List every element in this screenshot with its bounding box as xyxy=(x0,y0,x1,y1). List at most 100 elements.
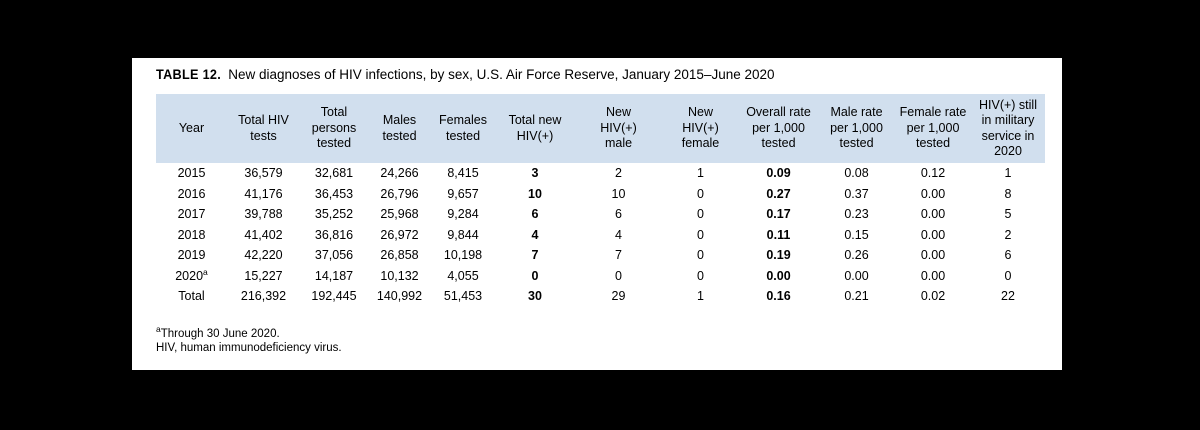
table-row: 2016 41,176 36,453 26,796 9,657 10 10 0 0.27 0.37… xyxy=(156,184,1045,205)
value-cell: 0.12 xyxy=(920,166,946,180)
value-cell: 0.00 xyxy=(920,227,946,242)
value-cell: 5 xyxy=(1004,207,1012,221)
table-row: 2018 41,402 36,816 26,972 9,844 4 4 0 0.11 0.15 0.… xyxy=(156,225,1045,246)
value-cell: 10 xyxy=(611,186,626,201)
column-header: Females tested xyxy=(431,94,495,163)
footnotes: aThrough 30 June 2020. HIV, human immunod… xyxy=(156,323,1045,356)
table-title: TABLE 12. New diagnoses of HIV infections… xyxy=(156,66,1045,83)
value-cell: 41,402 xyxy=(244,227,283,242)
value-cell: 4,055 xyxy=(447,268,479,283)
value-cell: 15,227 xyxy=(244,268,283,283)
year-cell: 2016 xyxy=(177,186,206,201)
column-header: Total persons tested xyxy=(300,94,368,163)
value-cell: 1 xyxy=(697,166,704,180)
value-cell: 26,796 xyxy=(380,186,419,201)
value-cell: 0.11 xyxy=(766,227,791,242)
value-cell: 0.21 xyxy=(844,289,869,303)
value-cell: 0.08 xyxy=(844,166,869,180)
value-cell: 1 xyxy=(697,289,704,303)
value-cell: 51,453 xyxy=(443,289,483,303)
value-cell: 7 xyxy=(531,248,539,262)
column-header: Overall rate per 1,000 tested xyxy=(739,94,818,163)
value-cell: 24,266 xyxy=(380,166,419,180)
value-cell: 0.16 xyxy=(766,289,791,303)
value-cell: 0.00 xyxy=(920,248,946,262)
value-cell: 3 xyxy=(531,166,539,180)
value-cell: 2 xyxy=(615,166,622,180)
footnote-marker: a xyxy=(203,266,208,277)
value-cell: 41,176 xyxy=(244,186,283,201)
value-cell: 0 xyxy=(531,268,539,283)
value-cell: 9,844 xyxy=(447,227,479,242)
value-cell: 22 xyxy=(1001,289,1015,303)
table-row: 2020a 15,227 14,187 10,132 4,055 0 0 0 0.00 0.00 0… xyxy=(156,266,1045,287)
year-cell: 2018 xyxy=(177,227,206,242)
value-cell: 0.37 xyxy=(844,186,869,201)
column-header: Total HIV tests xyxy=(227,94,300,163)
value-cell: 0.26 xyxy=(844,248,869,262)
value-cell: 37,056 xyxy=(314,248,354,262)
column-header: Males tested xyxy=(368,94,431,163)
value-cell: 0 xyxy=(697,186,704,201)
column-header: Male rate per 1,000 tested xyxy=(818,94,895,163)
value-cell: 4 xyxy=(615,227,622,242)
table-number-label: TABLE 12. xyxy=(156,67,222,82)
value-cell: 9,657 xyxy=(447,186,479,201)
table-caption-text: New diagnoses of HIV infections, by sex,… xyxy=(228,67,775,82)
value-cell: 36,816 xyxy=(314,227,354,242)
value-cell: 26,858 xyxy=(380,248,419,262)
document-panel: TABLE 12. New diagnoses of HIV infections… xyxy=(132,58,1062,370)
value-cell: 1 xyxy=(1004,166,1012,180)
year-cell: 2019 xyxy=(177,248,206,262)
column-header: New HIV(+) female xyxy=(662,94,739,163)
value-cell: 26,972 xyxy=(380,227,419,242)
value-cell: 0 xyxy=(1004,268,1012,283)
value-cell: 10,132 xyxy=(380,268,419,283)
value-cell: 0.23 xyxy=(844,207,869,221)
value-cell: 8 xyxy=(1004,186,1012,201)
value-cell: 6 xyxy=(1004,248,1012,262)
column-header: Year xyxy=(156,94,227,163)
value-cell: 0.27 xyxy=(766,186,791,201)
value-cell: 9,284 xyxy=(447,207,479,221)
value-cell: 7 xyxy=(615,248,622,262)
value-cell: 0.19 xyxy=(766,248,791,262)
value-cell: 42,220 xyxy=(244,248,283,262)
table-row: Total 216,392 192,445 140,992 51,453 30 29 1 0.1… xyxy=(156,286,1045,307)
footnote-line: HIV, human immunodeficiency virus. xyxy=(156,342,342,354)
value-cell: 10 xyxy=(528,186,542,201)
value-cell: 0 xyxy=(697,227,704,242)
value-cell: 39,788 xyxy=(244,207,283,221)
value-cell: 0.17 xyxy=(766,207,791,221)
value-cell: 0.02 xyxy=(920,289,946,303)
value-cell: 30 xyxy=(528,289,542,303)
hiv-diagnoses-table: Year Total HIV tests Total persons tested M… xyxy=(156,94,1045,307)
value-cell: 6 xyxy=(615,207,622,221)
column-header: New HIV(+) male xyxy=(575,94,662,163)
column-header: HIV(+) still in military service in 2020 xyxy=(971,94,1045,163)
value-cell: 6 xyxy=(531,207,539,221)
value-cell: 29 xyxy=(611,289,626,303)
value-cell: 10,198 xyxy=(443,248,483,262)
value-cell: 35,252 xyxy=(314,207,354,221)
year-cell: Total xyxy=(178,289,205,303)
value-cell: 0 xyxy=(697,268,704,283)
value-cell: 0.00 xyxy=(920,186,946,201)
year-cell: 2015 xyxy=(177,166,206,180)
value-cell: 32,681 xyxy=(314,166,354,180)
value-cell: 25,968 xyxy=(380,207,419,221)
table-row: 2015 36,579 32,681 24,266 8,415 3 2 1 0.09 0.08 0.… xyxy=(156,163,1045,184)
value-cell: 0.00 xyxy=(766,268,791,283)
value-cell: 0 xyxy=(615,268,622,283)
table-row: 2017 39,788 35,252 25,968 9,284 6 6 0 0.17 0.23 0.… xyxy=(156,204,1045,225)
value-cell: 4 xyxy=(531,227,539,242)
table-body: 2015 36,579 32,681 24,266 8,415 3 2 1 0.09 0.08 0.… xyxy=(156,163,1045,307)
footnote-marker: a xyxy=(156,323,161,334)
value-cell: 0.09 xyxy=(766,166,791,180)
value-cell: 140,992 xyxy=(376,289,423,303)
value-cell: 36,579 xyxy=(244,166,283,180)
column-header: Female rate per 1,000 tested xyxy=(895,94,971,163)
table-row: 2019 42,220 37,056 26,858 10,198 7 7 0 0.19 0.26 0… xyxy=(156,245,1045,266)
value-cell: 216,392 xyxy=(240,289,287,303)
value-cell: 2 xyxy=(1004,227,1012,242)
